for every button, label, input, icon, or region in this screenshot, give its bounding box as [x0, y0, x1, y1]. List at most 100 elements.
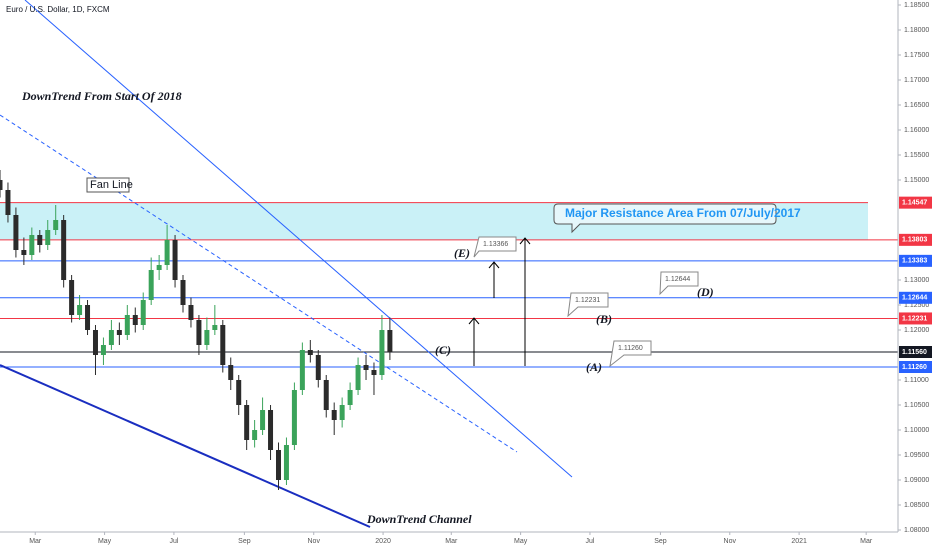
candle-body [283, 445, 289, 480]
candle-body [260, 410, 266, 430]
candle-body [188, 305, 194, 320]
y-tick-label: 1.13000 [904, 277, 929, 284]
candle-body [69, 280, 75, 315]
candle-body [331, 410, 337, 420]
x-tick-label: Nov [724, 538, 737, 545]
candle-body [379, 330, 385, 375]
y-tick-label: 1.08500 [904, 502, 929, 509]
candle-body [387, 330, 393, 352]
x-tick-label: Mar [860, 538, 873, 545]
level-label: 1.14547 [902, 199, 927, 206]
y-tick-label: 1.17000 [904, 77, 929, 84]
wave-label: (A) [586, 360, 602, 374]
x-tick-label: Sep [654, 538, 667, 545]
candle-body [148, 270, 154, 300]
candle-body [268, 410, 274, 450]
arrows [468, 237, 531, 366]
x-tick-label: 2021 [791, 538, 807, 545]
candle-body [85, 305, 91, 330]
price-tag-label: 1.12231 [575, 297, 600, 304]
axis-layer: 1.18500 1.18000 1.17500 1.17000 1.16500 1.160… [29, 2, 932, 545]
candle-body [53, 220, 59, 230]
candle-body [77, 305, 83, 315]
candle-body [212, 325, 218, 330]
candle-body [100, 345, 106, 355]
level-badge [899, 291, 932, 304]
candle-body [5, 190, 11, 215]
candle-body [244, 405, 250, 440]
candle-body [347, 390, 353, 405]
y-tick-label: 1.16000 [904, 127, 929, 134]
level-label: 1.13803 [902, 237, 927, 244]
candle-body [236, 380, 242, 405]
channel-line [0, 364, 371, 528]
candle-body [339, 405, 345, 420]
candle-body [307, 350, 313, 355]
annotation: DownTrend Channel [366, 512, 472, 526]
x-tick-label: Jul [585, 538, 594, 545]
level-badge [899, 361, 932, 373]
candle-body [140, 300, 146, 325]
y-tick-label: 1.12500 [904, 302, 929, 309]
x-tick-label: May [514, 538, 528, 545]
candle-body [299, 350, 305, 390]
candle-body [45, 230, 51, 245]
annotation: Fan Line [90, 179, 133, 191]
level-badge [899, 312, 932, 325]
candle-body [252, 430, 258, 440]
chart-title: Euro / U.S. Dollar, 1D, FXCM [6, 5, 110, 14]
level-badge [899, 254, 932, 267]
candle-body [355, 365, 361, 390]
level-label: 1.12644 [902, 295, 927, 302]
candle-body [61, 220, 67, 280]
y-tick-label: 1.09000 [904, 477, 929, 484]
y-tick-label: 1.17500 [904, 52, 929, 59]
fan-line [0, 114, 518, 453]
candle-body [220, 325, 226, 365]
y-tick-label: 1.15500 [904, 152, 929, 159]
candle-body [371, 370, 377, 375]
candle-body [0, 180, 3, 190]
y-tick-label: 1.16500 [904, 102, 929, 109]
x-tick-label: Jul [169, 538, 178, 545]
wave-label: (D) [697, 285, 714, 299]
x-tick-label: 2020 [375, 538, 391, 545]
x-tick-label: Sep [238, 538, 251, 545]
candle-body [180, 280, 186, 305]
candle-body [291, 390, 297, 445]
level-badge [899, 196, 932, 209]
candle-body [363, 365, 369, 370]
candle-body [92, 330, 98, 355]
candle-body [164, 240, 170, 265]
level-badge [899, 346, 932, 358]
y-tick-label: 1.18000 [904, 27, 929, 34]
wave-label: (B) [596, 312, 612, 326]
candle-body [323, 380, 329, 410]
y-tick-label: 1.10000 [904, 427, 929, 434]
price-tag-label: 1.11260 [618, 345, 643, 352]
level-label: 1.11260 [902, 364, 927, 371]
callout [553, 203, 777, 234]
candle-body [116, 330, 122, 335]
candle-body [124, 315, 130, 335]
candles [0, 170, 393, 490]
y-tick-label: 1.09500 [904, 452, 929, 459]
annotation: DownTrend From Start Of 2018 [21, 89, 182, 103]
level-label: 1.13383 [902, 258, 927, 265]
price-tag-label: 1.13366 [483, 241, 508, 248]
annotation: Major Resistance Area From 07/July/2017 [565, 206, 801, 220]
x-tick-label: May [98, 538, 112, 545]
candle-body [275, 450, 281, 480]
candle-body [132, 315, 138, 325]
y-tick-label: 1.08000 [904, 527, 929, 534]
candle-body [315, 355, 321, 380]
trend-line [24, 0, 573, 478]
wave-label: (C) [435, 343, 451, 357]
level-badge [899, 233, 932, 246]
y-tick-label: 1.15000 [904, 177, 929, 184]
level-label: 1.11560 [902, 349, 927, 356]
candle-body [172, 240, 178, 280]
y-tick-label: 1.10500 [904, 402, 929, 409]
candle-body [228, 365, 234, 380]
